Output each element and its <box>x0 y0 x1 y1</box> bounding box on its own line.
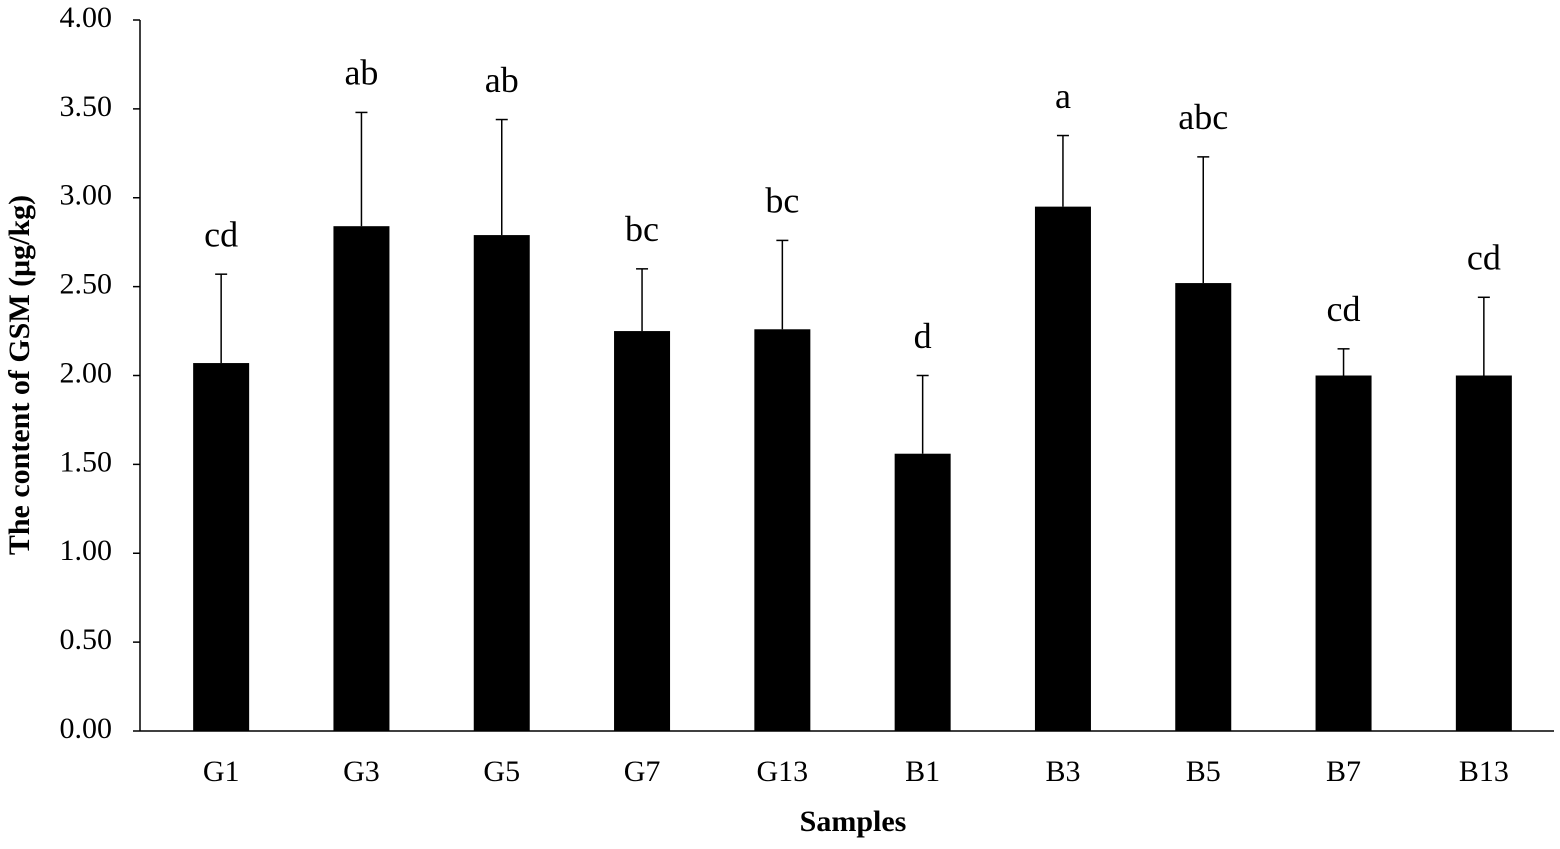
x-tick-label: B1 <box>905 755 940 788</box>
y-tick-label: 4.00 <box>60 1 113 34</box>
x-tick-label: G5 <box>483 755 520 788</box>
y-tick-label: 2.00 <box>60 356 113 389</box>
significance-label: ab <box>344 53 378 93</box>
significance-label: a <box>1055 76 1071 116</box>
bar <box>1315 375 1372 731</box>
y-tick-label: 3.00 <box>60 179 113 212</box>
significance-label: abc <box>1178 97 1228 137</box>
x-axis-label: Samples <box>800 805 907 838</box>
y-tick-label: 1.00 <box>60 534 113 567</box>
y-axis-label: The content of GSM (μg/kg) <box>3 195 36 555</box>
x-tick-label: G13 <box>757 755 809 788</box>
significance-label: cd <box>1467 238 1501 278</box>
significance-label: d <box>914 316 932 356</box>
x-tick-label: G7 <box>624 755 661 788</box>
x-tick-label: G3 <box>343 755 380 788</box>
significance-label: cd <box>1327 289 1361 329</box>
significance-label: cd <box>204 214 238 254</box>
y-tick-label: 3.50 <box>60 90 113 123</box>
y-tick-label: 1.50 <box>60 445 113 478</box>
y-tick-label: 0.50 <box>60 623 113 656</box>
significance-label: bc <box>765 181 799 221</box>
x-tick-label: B7 <box>1326 755 1361 788</box>
bar <box>193 363 250 731</box>
bar <box>894 453 951 731</box>
y-tick-label: 0.00 <box>60 712 113 745</box>
y-tick-label: 2.50 <box>60 268 113 301</box>
bar <box>473 235 530 731</box>
x-tick-label: B5 <box>1186 755 1221 788</box>
bar <box>333 226 390 731</box>
x-tick-label: B13 <box>1459 755 1509 788</box>
x-tick-label: G1 <box>203 755 240 788</box>
significance-label: ab <box>485 60 519 100</box>
significance-label: bc <box>625 209 659 249</box>
bar <box>614 331 671 731</box>
x-tick-label: B3 <box>1045 755 1080 788</box>
bar <box>1175 283 1232 731</box>
bar <box>754 329 811 731</box>
bar <box>1455 375 1512 731</box>
bar <box>1034 206 1091 731</box>
